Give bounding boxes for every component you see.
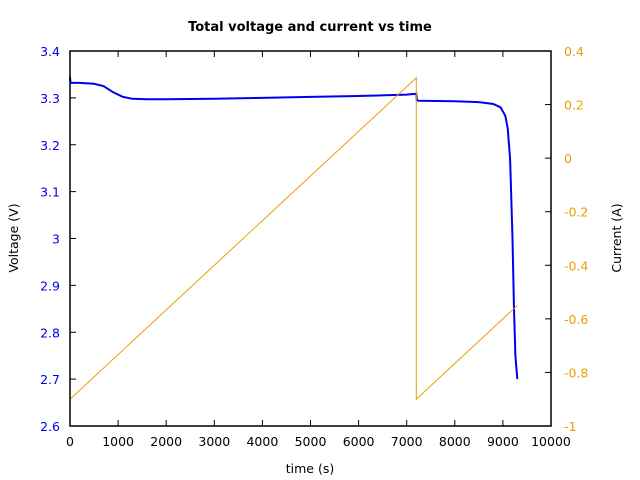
chart-title: Total voltage and current vs time <box>188 20 432 35</box>
y2-tick-label: 0.4 <box>564 44 584 59</box>
y2-tick-label: -0.2 <box>564 205 588 220</box>
x-tick-label: 2000 <box>150 434 182 449</box>
voltage-line <box>69 76 519 380</box>
y2-tick-label: 0.2 <box>564 98 584 113</box>
plot-frame <box>69 50 552 427</box>
current-line <box>69 76 518 401</box>
plot-curves <box>69 76 519 401</box>
x-tick-label: 6000 <box>343 434 375 449</box>
y2-tick-label: -1 <box>564 419 576 434</box>
x-tick-label: 4000 <box>246 434 278 449</box>
x-tick-label: 10000 <box>531 434 571 449</box>
y-tick-label: 2.9 <box>40 278 60 293</box>
y2-tick-label: -0.6 <box>564 312 588 327</box>
x-tick-label: 9000 <box>487 434 519 449</box>
y-tick-label: 2.6 <box>40 419 60 434</box>
y2-tick-label: -0.4 <box>564 258 588 273</box>
y2-axis-label: Current (A) <box>609 203 624 272</box>
y-tick-label: 3.4 <box>40 44 60 59</box>
y-axis-ticks: 2.6 2.7 2.8 2.9 3 3.1 3.2 3.3 3.4 <box>40 44 76 434</box>
y2-tick-label: -0.8 <box>564 365 588 380</box>
x-tick-label: 3000 <box>198 434 230 449</box>
x-tick-label: 5000 <box>295 434 327 449</box>
y-tick-label: 2.7 <box>40 372 60 387</box>
y2-tick-label: 0 <box>564 151 572 166</box>
y-axis-label: Voltage (V) <box>6 203 21 272</box>
y-tick-label: 3 <box>52 232 60 247</box>
x-tick-label: 1000 <box>102 434 134 449</box>
y-tick-label: 3.3 <box>40 91 60 106</box>
x-tick-label: 8000 <box>439 434 471 449</box>
y2-axis-ticks: -1 -0.8 -0.6 -0.4 -0.2 0 0.2 0.4 <box>545 44 588 434</box>
x-axis-ticks: 0 1000 2000 3000 4000 5000 6000 7000 8000 9000 100… <box>66 51 571 449</box>
x-axis-label: time (s) <box>286 461 334 476</box>
y-tick-label: 2.8 <box>40 325 60 340</box>
x-tick-label: 0 <box>66 434 74 449</box>
y-tick-label: 3.1 <box>40 185 60 200</box>
x-tick-label: 7000 <box>391 434 423 449</box>
y-tick-label: 3.2 <box>40 138 60 153</box>
